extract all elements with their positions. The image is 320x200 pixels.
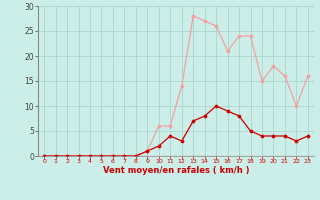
X-axis label: Vent moyen/en rafales ( km/h ): Vent moyen/en rafales ( km/h ): [103, 166, 249, 175]
